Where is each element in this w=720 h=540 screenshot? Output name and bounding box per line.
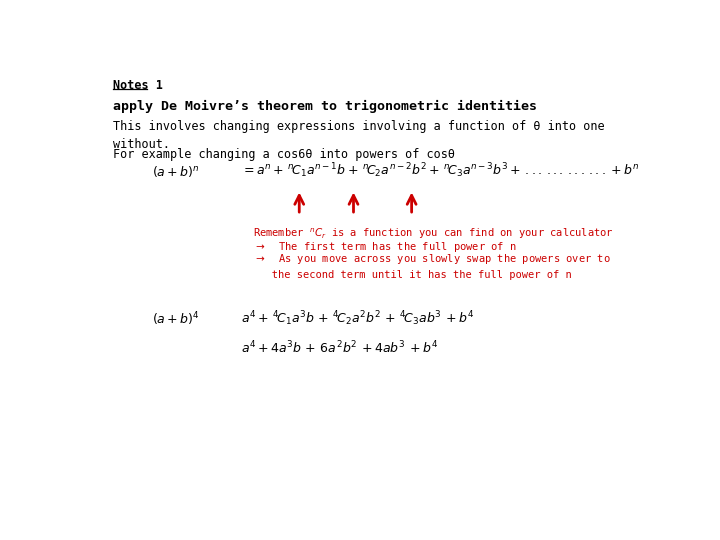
Text: $(a + b)^{n}$: $(a + b)^{n}$ bbox=[152, 164, 199, 179]
Text: $a^{4} +\, ^{4}\!C_{1}a^{3}b\, +\, ^{4}\!C_{2}a^{2}b^{2}\, +\, ^{4}\!C_{3}ab^{3}: $a^{4} +\, ^{4}\!C_{1}a^{3}b\, +\, ^{4}\… bbox=[241, 309, 474, 328]
Text: $(a + b)^{4}$: $(a + b)^{4}$ bbox=[152, 310, 199, 328]
Text: $\rightarrow$  As you move across you slowly swap the powers over to
   the seco: $\rightarrow$ As you move across you slo… bbox=[253, 252, 611, 280]
Text: Remember $^{n}C_{r}$ is a function you can find on your calculator: Remember $^{n}C_{r}$ is a function you c… bbox=[253, 226, 613, 241]
Text: $a^{4} + 4a^{3}b\, +\, 6a^{2}b^{2}\, + 4ab^{3}\, + b^{4}$: $a^{4} + 4a^{3}b\, +\, 6a^{2}b^{2}\, + 4… bbox=[241, 340, 438, 356]
Text: For example changing a cos6θ into powers of cosθ: For example changing a cos6θ into powers… bbox=[113, 148, 455, 161]
Text: Notes 1: Notes 1 bbox=[113, 79, 163, 92]
Text: apply De Moivre’s theorem to trigonometric identities: apply De Moivre’s theorem to trigonometr… bbox=[113, 99, 537, 112]
Text: $= a^{n} +\, ^{n}\!C_{1}a^{n-1}b +\, ^{n}\!C_{2}a^{n-2}b^{2} +\, ^{n}\!C_{3}a^{n: $= a^{n} +\, ^{n}\!C_{1}a^{n-1}b +\, ^{n… bbox=[241, 161, 639, 180]
Text: $\rightarrow$  The first term has the full power of n: $\rightarrow$ The first term has the ful… bbox=[253, 240, 516, 254]
Text: This involves changing expressions involving a function of θ into one
without.: This involves changing expressions invol… bbox=[113, 120, 605, 151]
